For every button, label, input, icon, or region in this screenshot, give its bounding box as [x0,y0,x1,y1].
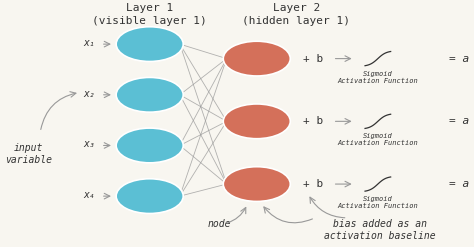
Text: Sigmoid
Activation Function: Sigmoid Activation Function [337,133,418,146]
Circle shape [116,128,183,163]
Text: Layer 1
(visible layer 1): Layer 1 (visible layer 1) [92,3,207,26]
Text: + b: + b [303,179,324,189]
Circle shape [116,77,183,112]
Text: x₁: x₁ [83,38,95,48]
Circle shape [223,104,290,139]
Text: bias added as an
activation baseline: bias added as an activation baseline [324,219,436,242]
Text: = a: = a [449,54,469,63]
Text: Sigmoid
Activation Function: Sigmoid Activation Function [337,71,418,84]
Circle shape [223,167,290,202]
Text: Sigmoid
Activation Function: Sigmoid Activation Function [337,196,418,209]
Text: x₄: x₄ [83,190,95,200]
Text: = a: = a [449,179,469,189]
Circle shape [223,41,290,76]
Text: x₃: x₃ [83,139,95,149]
Text: + b: + b [303,116,324,126]
Text: node: node [208,219,231,229]
Circle shape [116,179,183,213]
Circle shape [116,27,183,62]
Text: x₂: x₂ [83,89,95,99]
Text: Layer 2
(hidden layer 1): Layer 2 (hidden layer 1) [242,3,350,26]
Text: + b: + b [303,54,324,63]
Text: input
variable: input variable [5,143,52,165]
Text: = a: = a [449,116,469,126]
